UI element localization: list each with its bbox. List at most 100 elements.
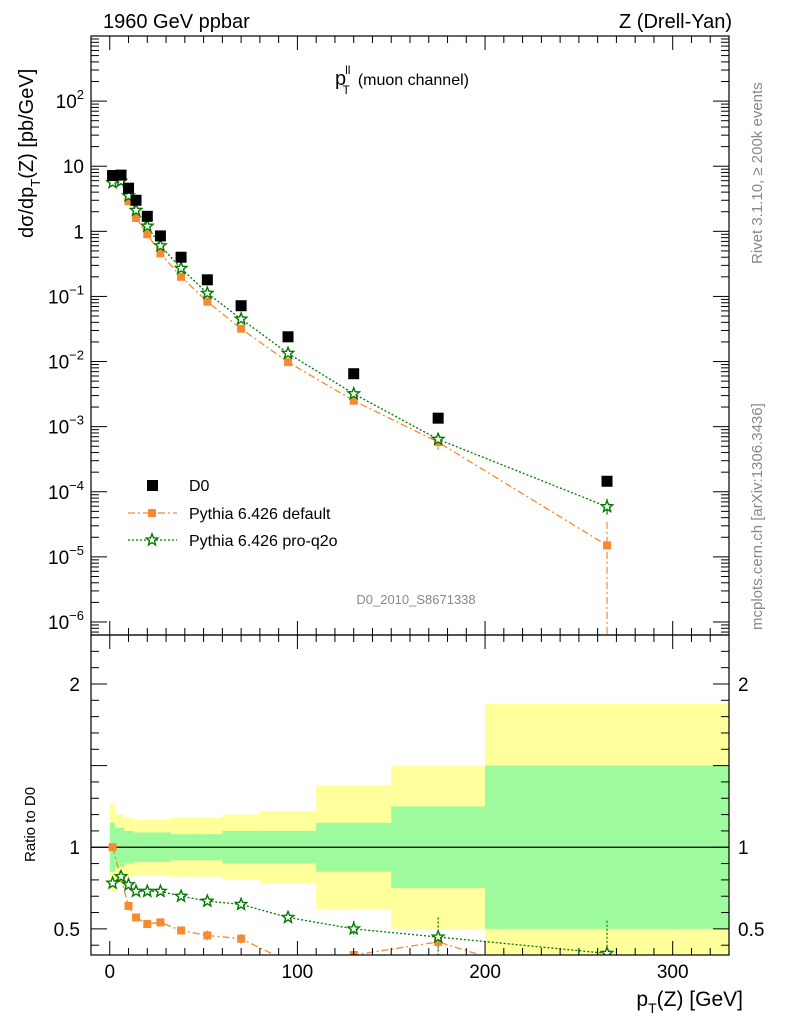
upper-y-axis-label-part1: dσ/dp <box>16 187 38 238</box>
upper-y-tick-label: 1 <box>73 222 84 243</box>
axes-group: 0 100 200 30010−610−510−410−310−210−1110102… <box>48 35 764 983</box>
marker-d0-8 <box>235 300 247 312</box>
marker-proq2o-3 <box>128 202 144 217</box>
marker-proq2o-5 <box>152 237 168 253</box>
x-tick-label: 200 <box>469 962 501 983</box>
ratio-marker-default-12 <box>603 990 611 998</box>
lower-y-tick-label-left: 0.5 <box>54 920 80 941</box>
upper-y-tick-label: 10−4 <box>48 478 84 504</box>
ratio-marker-default-6 <box>177 926 186 935</box>
marker-d0-9 <box>282 331 294 343</box>
upper-y-tick-exp: −2 <box>69 348 84 363</box>
ratio-marker-default-4 <box>143 919 152 928</box>
x-axis-label-sub: T <box>648 1000 657 1016</box>
ratio-series-group <box>105 843 615 998</box>
plot-label: pll T (muon channel) <box>335 63 469 97</box>
legend-marker-d0 <box>147 480 158 491</box>
left-title: 1960 GeV ppbar <box>103 11 250 33</box>
upper-y-tick-base: 10 <box>48 483 69 504</box>
upper-y-tick-label: 10−1 <box>48 282 84 308</box>
plot-label-sub: T <box>342 83 350 97</box>
upper-y-tick-exp: 2 <box>77 87 84 102</box>
upper-y-tick-base: 10 <box>48 548 69 569</box>
right-title: Z (Drell-Yan) <box>619 11 732 33</box>
ratio-marker-proq2o-10 <box>346 920 362 936</box>
ratio-marker-proq2o-4 <box>139 883 155 898</box>
ratio-marker-default-8 <box>237 934 246 943</box>
upper-y-tick-exp: −4 <box>69 478 84 493</box>
ratio-marker-default-5 <box>156 918 165 927</box>
marker-default-6 <box>177 272 186 281</box>
marker-d0-4 <box>141 210 153 222</box>
marker-d0-7 <box>201 274 213 286</box>
upper-y-tick-label: 102 <box>56 87 84 113</box>
marker-d0-12 <box>601 475 613 487</box>
marker-default-9 <box>284 358 293 367</box>
upper-y-axis-label-part2: (Z) [pb/GeV] <box>16 69 38 179</box>
marker-d0-1 <box>115 169 127 181</box>
upper-y-tick-base: 10 <box>48 418 69 439</box>
upper-y-tick-label: 10−3 <box>48 413 84 439</box>
x-axis-label: pT(Z) [GeV] <box>636 988 743 1016</box>
analysis-id: D0_2010_S8671338 <box>356 592 475 607</box>
marker-proq2o-7 <box>199 285 215 300</box>
x-axis-label-p: p <box>636 988 648 1011</box>
lower-plot-frame <box>90 634 730 956</box>
marker-d0-2 <box>123 182 135 194</box>
ratio-marker-default-0 <box>108 843 117 852</box>
plot-label-sup: ll <box>345 63 350 77</box>
upper-y-tick-exp: −6 <box>69 608 84 623</box>
x-tick-label: 0 <box>104 962 115 983</box>
marker-proq2o-10 <box>346 385 362 401</box>
ratio-marker-default-3 <box>132 913 141 922</box>
legend-label-default: Pythia 6.426 default <box>189 506 331 523</box>
upper-y-tick-exp: −5 <box>69 543 84 558</box>
marker-default-2 <box>124 197 133 206</box>
lower-y-tick-label-left: 1 <box>69 838 80 859</box>
marker-proq2o-9 <box>280 345 296 360</box>
marker-d0-5 <box>154 230 166 242</box>
legend-marker-proq2o <box>144 532 160 547</box>
ratio-marker-proq2o-11 <box>430 929 446 944</box>
ratio-marker-proq2o-5 <box>152 883 168 898</box>
marker-d0-0 <box>107 170 119 182</box>
plot-label-main: p <box>335 68 346 90</box>
ratio-uncertainty-bands <box>91 703 729 955</box>
marker-proq2o-8 <box>233 311 249 326</box>
upper-y-tick-base: 1 <box>73 222 84 243</box>
upper-y-tick-base: 10 <box>48 353 69 374</box>
marker-default-12 <box>603 541 612 550</box>
upper-y-tick-exp: −3 <box>69 413 84 428</box>
mcplots-reference-text: mcplots.cern.ch [arXiv:1306.3436] <box>749 403 766 630</box>
lower-y-tick-label-right: 2 <box>738 675 749 696</box>
upper-y-tick-base: 10 <box>48 287 69 308</box>
marker-default-8 <box>237 324 246 333</box>
marker-d0-11 <box>432 412 444 424</box>
marker-proq2o-12 <box>599 498 615 514</box>
lower-y-tick-label-left: 2 <box>69 675 80 696</box>
marker-d0-10 <box>348 368 360 380</box>
upper-plot-frame <box>90 35 730 636</box>
rivet-version-text: Rivet 3.1.10, ≥ 200k events <box>749 82 766 264</box>
marker-d0-3 <box>130 194 142 206</box>
upper-y-tick-label: 10−5 <box>48 543 84 569</box>
upper-y-tick-base: 10 <box>48 613 69 634</box>
legend-label-d0: D0 <box>189 478 210 495</box>
ratio-marker-proq2o-6 <box>173 888 189 903</box>
marker-proq2o-4 <box>139 218 155 233</box>
upper-y-tick-label: 10−2 <box>48 348 84 374</box>
upper-y-tick-label: 10 <box>63 157 84 178</box>
upper-y-tick-base: 10 <box>56 92 77 113</box>
x-axis-label-rest: (Z) [GeV] <box>657 988 743 1011</box>
ratio-marker-proq2o-1 <box>113 868 129 884</box>
upper-y-tick-exp: −1 <box>69 282 84 297</box>
ratio-marker-proq2o-3 <box>128 883 144 898</box>
ratio-marker-default-11 <box>434 937 443 946</box>
plot-label-suffix: (muon channel) <box>358 72 469 89</box>
marker-default-4 <box>143 230 152 239</box>
upper-y-tick-label: 10−6 <box>48 608 84 634</box>
legend-label-proq2o: Pythia 6.426 pro-q2o <box>189 533 338 550</box>
ratio-marker-proq2o-8 <box>233 896 249 911</box>
upper-y-tick-base: 10 <box>63 157 84 178</box>
